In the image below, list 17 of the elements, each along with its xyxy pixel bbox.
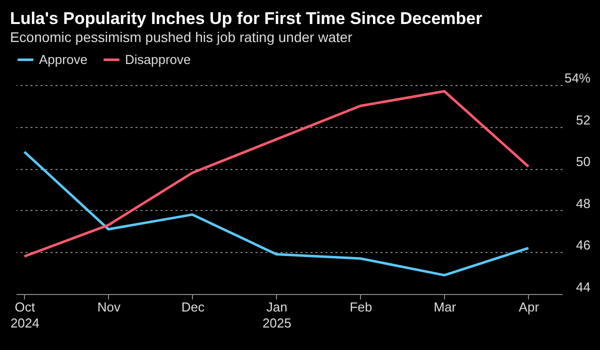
x-tick-label: Nov [97,300,121,314]
y-tick-label: 44 [576,280,590,294]
chart-title: Lula's Popularity Inches Up for First Time Since December [10,9,483,28]
x-tick-label: Feb [350,300,372,314]
x-tick-label: Apr [518,300,540,314]
x-tick-label: Mar [434,300,457,314]
y-tick-label: 46 [576,238,590,253]
y-tick-label: 52 [576,112,590,128]
y-tick-label: 50 [576,154,590,170]
x-tick-label: Dec [181,300,205,314]
y-tick-label: 54% [564,70,591,86]
legend-label: Disapprove [125,52,191,67]
x-tick-label: Oct 2024 [10,300,40,330]
x-tick-label: Jan 2025 [262,300,292,330]
legend-label: Approve [39,52,88,67]
y-tick-label: 48 [576,196,590,211]
chart-subtitle: Economic pessimism pushed his job rating under water [10,29,353,45]
